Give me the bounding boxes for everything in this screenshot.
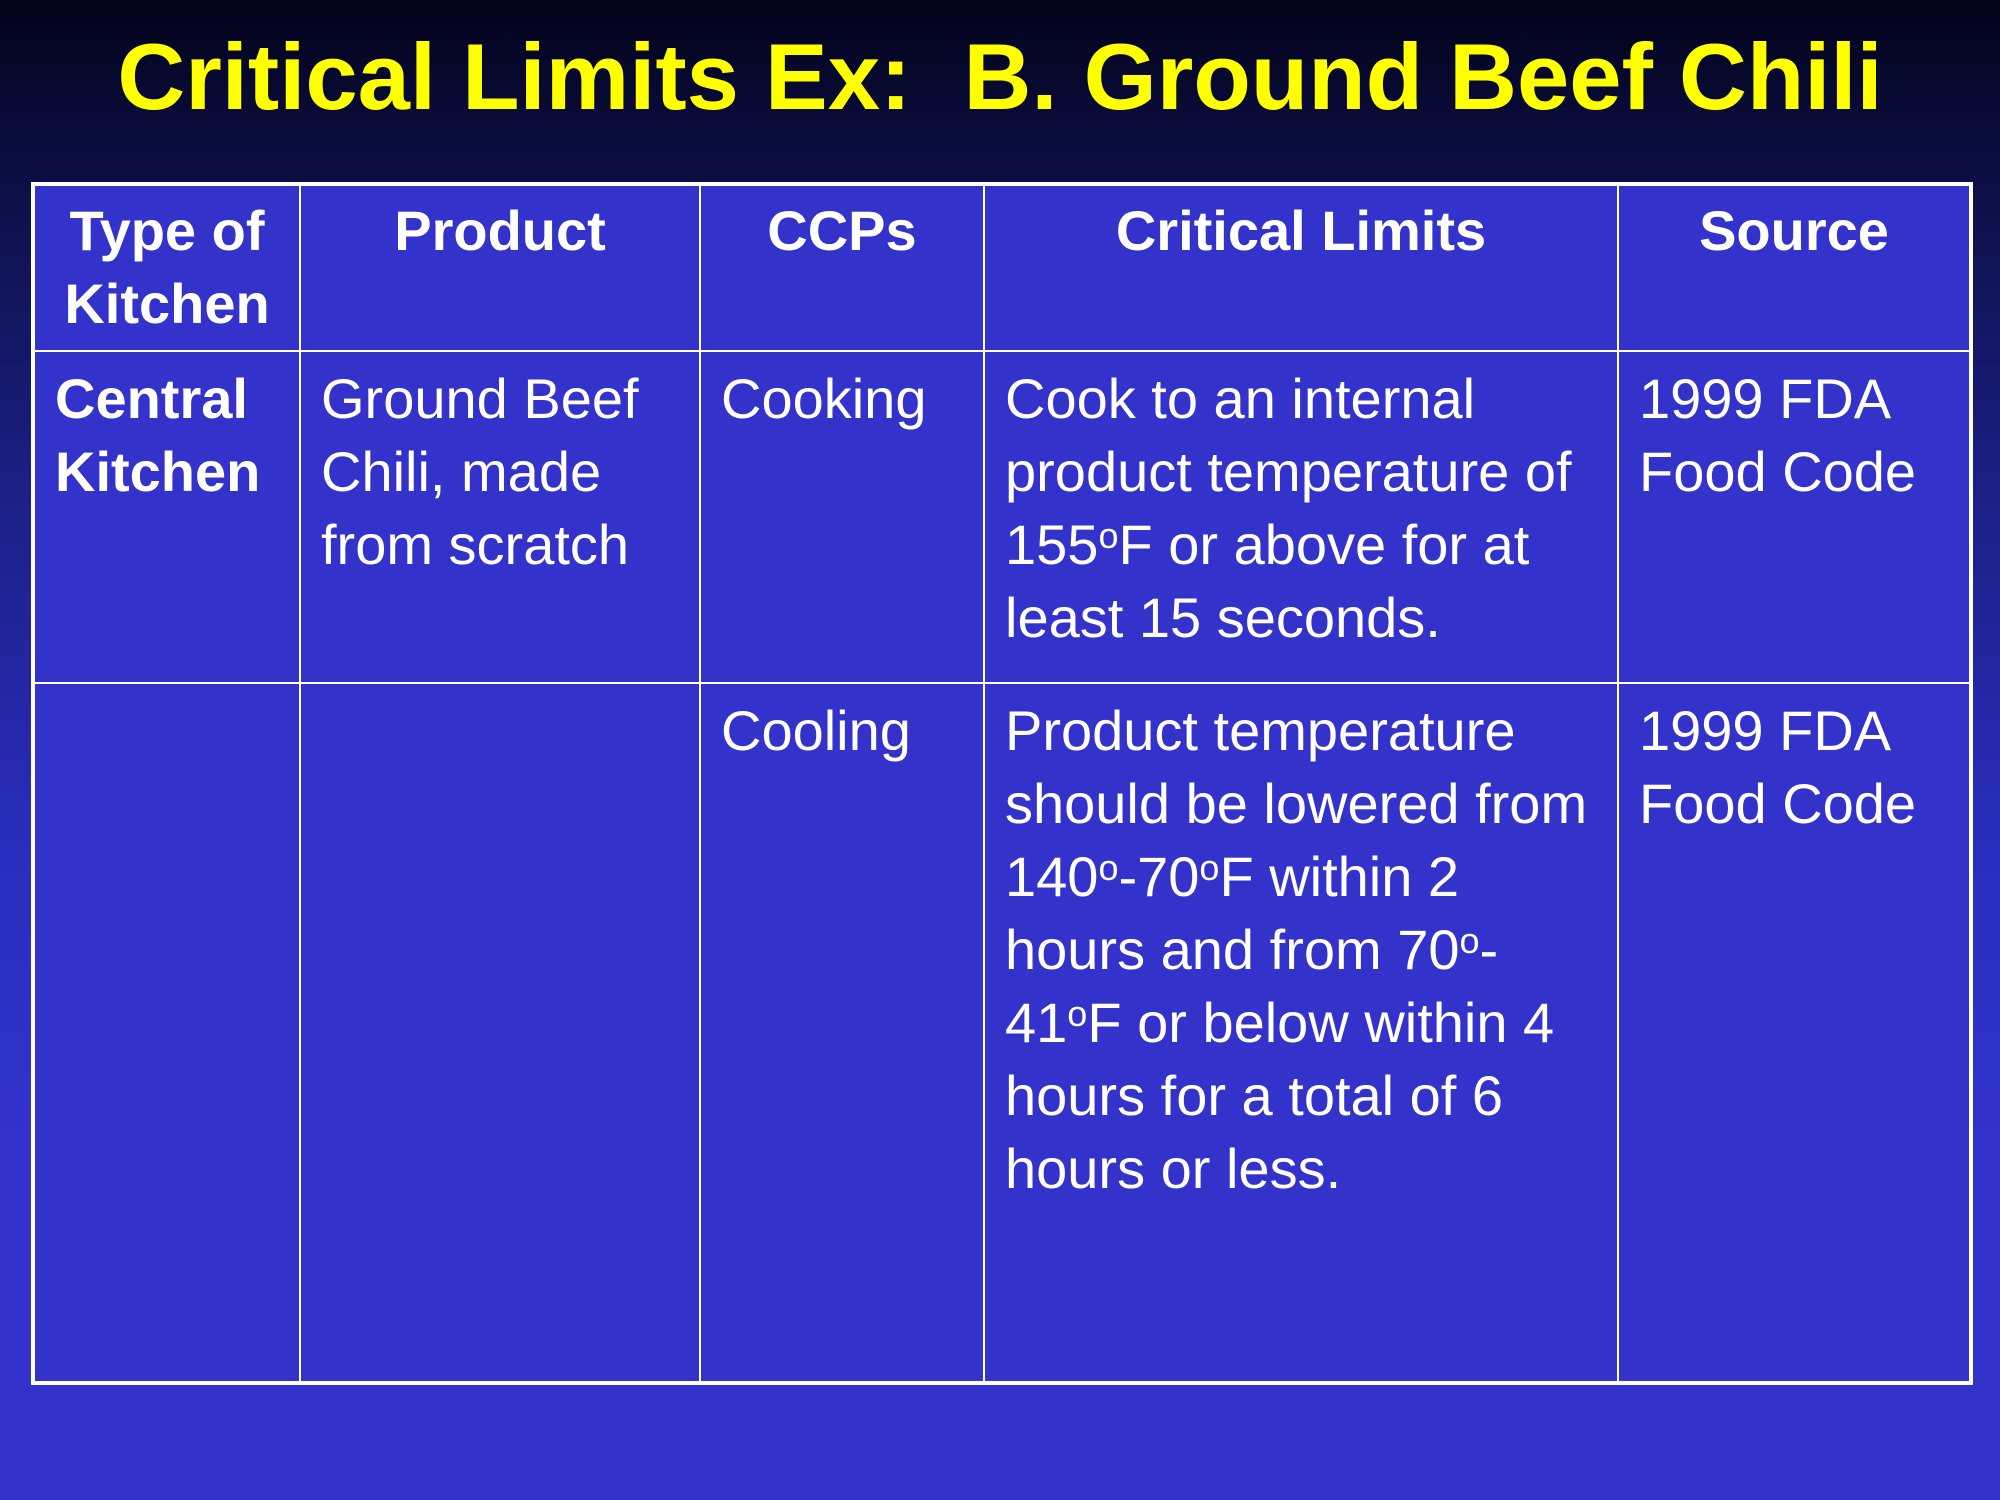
cell-product: Ground Beef Chili, made from scratch: [299, 350, 701, 684]
header-product: Product: [299, 183, 701, 352]
header-type-of-kitchen: Type of Kitchen: [32, 183, 301, 352]
degree-superscript: o: [1098, 846, 1119, 888]
cell-type-of-kitchen: Central Kitchen: [32, 350, 301, 684]
header-ccps: CCPs: [699, 183, 985, 352]
slide-title: Critical Limits Ex: B. Ground Beef Chili: [117, 24, 1883, 129]
table-row: Central Kitchen Ground Beef Chili, made …: [32, 350, 1972, 684]
header-source: Source: [1617, 183, 1972, 352]
degree-superscript: o: [1199, 846, 1220, 888]
degree-superscript: o: [1098, 514, 1119, 556]
critical-limits-table: Type of Kitchen Product CCPs Critical Li…: [31, 182, 1973, 1385]
table-header-row: Type of Kitchen Product CCPs Critical Li…: [32, 183, 1972, 352]
degree-superscript: o: [1459, 919, 1480, 961]
header-critical-limits: Critical Limits: [983, 183, 1619, 352]
table-row: Cooling Product temperature should be lo…: [32, 682, 1972, 1384]
cell-ccp: Cooling: [699, 682, 985, 1384]
cell-product: [299, 682, 701, 1384]
cell-ccp: Cooking: [699, 350, 985, 684]
cell-critical-limits: Product temperature should be lowered fr…: [983, 682, 1619, 1384]
degree-superscript: o: [1067, 992, 1088, 1034]
cell-source: 1999 FDA Food Code: [1617, 682, 1972, 1384]
cell-critical-limits: Cook to an internal product temperature …: [983, 350, 1619, 684]
cell-type-of-kitchen: [32, 682, 301, 1384]
cell-source: 1999 FDA Food Code: [1617, 350, 1972, 684]
